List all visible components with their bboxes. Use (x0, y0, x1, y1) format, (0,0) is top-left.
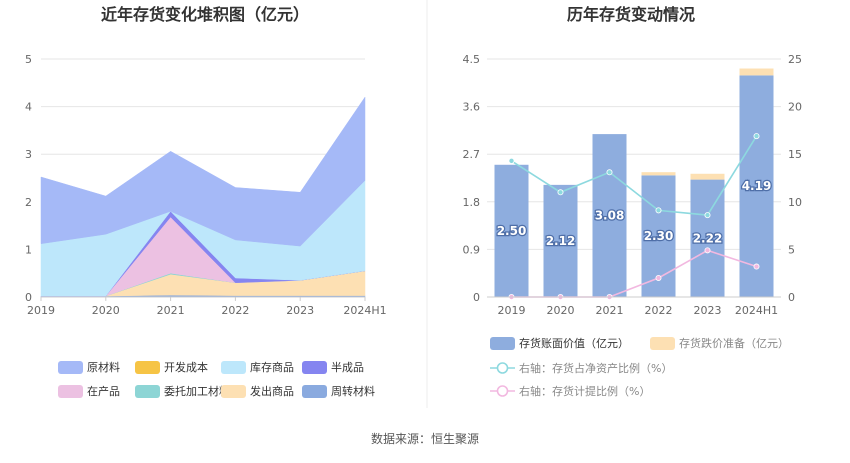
left-y-tick-label: 0 (25, 291, 32, 304)
right-chart-title: 历年存货变动情况 (567, 5, 695, 24)
right-x-tick-label: 2021 (596, 304, 624, 317)
left-y-tick-label: 2 (25, 196, 32, 209)
left-y-tick-label: 3 (25, 148, 32, 161)
legend-label-委托加工材料: 委托加工材料 (164, 384, 230, 398)
point-inventory-to-net-assets (606, 169, 613, 176)
right-axes: 0 0.9 1.8 2.7 3.6 4.5 0 5 10 15 20 25 2019 2020 2021 20… (463, 53, 803, 317)
legend-swatch-在产品 (58, 385, 83, 398)
data-source: 数据来源：恒生聚源 (371, 431, 479, 446)
right-left-y-tick-label: 0 (473, 291, 480, 304)
right-left-y-tick-label: 4.5 (463, 53, 481, 66)
right-left-y-tick-label: 1.8 (463, 196, 481, 209)
point-inventory-to-net-assets (508, 157, 515, 164)
legend-label-line: 右轴：存货计提比例（%） (519, 384, 650, 398)
legend-swatch-原材料 (58, 361, 83, 374)
right-x-tick-label: 2020 (547, 304, 575, 317)
right-right-y-tick-label: 20 (788, 101, 802, 114)
bar-impairment-provision (641, 172, 676, 176)
legend-label-impairment: 存货跌价准备（亿元） (679, 336, 789, 350)
right-x-tick-label: 2019 (498, 304, 526, 317)
legend-line-marker (496, 385, 509, 397)
right-right-y-tick-label: 15 (788, 148, 802, 161)
legend-label-在产品: 在产品 (87, 384, 120, 398)
legend-swatch-库存商品 (221, 361, 246, 374)
point-provision-ratio (704, 247, 711, 254)
bar-data-label: 2.30 (644, 229, 674, 243)
legend-label-inventory-value: 存货账面价值（亿元） (519, 336, 629, 350)
legend-swatch-半成品 (302, 361, 327, 374)
legend-label-周转材料: 周转材料 (331, 384, 375, 398)
bar-data-label: 2.12 (546, 234, 576, 248)
right-left-y-tick-label: 2.7 (463, 148, 481, 161)
legend-swatch-发出商品 (221, 385, 246, 398)
right-x-tick-label: 2024H1 (735, 304, 778, 317)
point-provision-ratio (655, 274, 662, 281)
right-x-tick-label: 2022 (645, 304, 673, 317)
left-x-tick-label: 2021 (157, 304, 185, 317)
point-inventory-to-net-assets (655, 207, 662, 214)
legend-label-半成品: 半成品 (331, 360, 364, 374)
bar-inventory-value (543, 184, 578, 297)
left-y-tick-label: 4 (25, 101, 32, 114)
bar-inventory-value (592, 134, 627, 297)
left-y-tick-label: 1 (25, 243, 32, 256)
point-inventory-to-net-assets (753, 133, 760, 140)
legend-label-发出商品: 发出商品 (250, 384, 294, 398)
point-provision-ratio (753, 263, 760, 270)
point-inventory-to-net-assets (704, 212, 711, 219)
bar-data-label: 3.08 (595, 209, 625, 223)
legend-label-line: 右轴：存货占净资产比例（%） (519, 361, 672, 375)
point-inventory-to-net-assets (557, 189, 564, 196)
right-left-y-tick-label: 3.6 (463, 101, 481, 114)
right-legend: 存货账面价值（亿元） 存货跌价准备（亿元） 右轴：存货占净资产比例（%） 右轴：存货计… (490, 336, 789, 398)
right-left-y-tick-label: 0.9 (463, 243, 481, 256)
right-right-y-tick-label: 10 (788, 196, 802, 209)
legend-swatch-周转材料 (302, 385, 327, 398)
legend-swatch-委托加工材料 (135, 385, 160, 398)
bar-data-label: 2.50 (497, 224, 527, 238)
right-x-tick-label: 2023 (694, 304, 722, 317)
left-area-series (40, 96, 366, 298)
bar-inventory-value (739, 75, 774, 297)
legend-swatch-impairment (650, 337, 675, 350)
line-inventory-to-net-assets (511, 135, 758, 216)
left-x-tick-label: 2023 (286, 304, 314, 317)
area-原材料 (40, 96, 366, 247)
left-chart-title: 近年存货变化堆积图（亿元） (101, 5, 309, 24)
legend-line-marker (496, 362, 509, 374)
bar-data-label: 4.19 (742, 179, 772, 193)
bar-data-label: 2.22 (693, 231, 723, 245)
left-x-tick-label: 2022 (221, 304, 249, 317)
bar-impairment-provision (690, 173, 725, 180)
right-bar-series: 2.50 2.12 3.08 2.30 2.22 4.19 (494, 68, 774, 297)
legend-label-原材料: 原材料 (87, 360, 120, 374)
left-axes: 0 1 2 3 4 5 2019 2020 2021 2022 2023 2024H1 (25, 53, 387, 317)
right-right-y-tick-label: 25 (788, 53, 802, 66)
bar-inventory-value (690, 179, 725, 297)
bar-impairment-provision (739, 68, 774, 76)
legend-label-开发成本: 开发成本 (164, 360, 208, 374)
bar-inventory-value (494, 164, 529, 297)
right-right-y-tick-label: 0 (788, 291, 795, 304)
legend-swatch-开发成本 (135, 361, 160, 374)
right-gridlines (487, 58, 781, 250)
left-x-tick-label: 2019 (27, 304, 55, 317)
right-right-y-tick-label: 5 (788, 243, 795, 256)
left-y-tick-label: 5 (25, 53, 32, 66)
left-x-tick-label: 2024H1 (343, 304, 386, 317)
legend-swatch-inventory-value (490, 337, 515, 350)
left-x-tick-label: 2020 (92, 304, 120, 317)
legend-label-库存商品: 库存商品 (250, 360, 294, 374)
